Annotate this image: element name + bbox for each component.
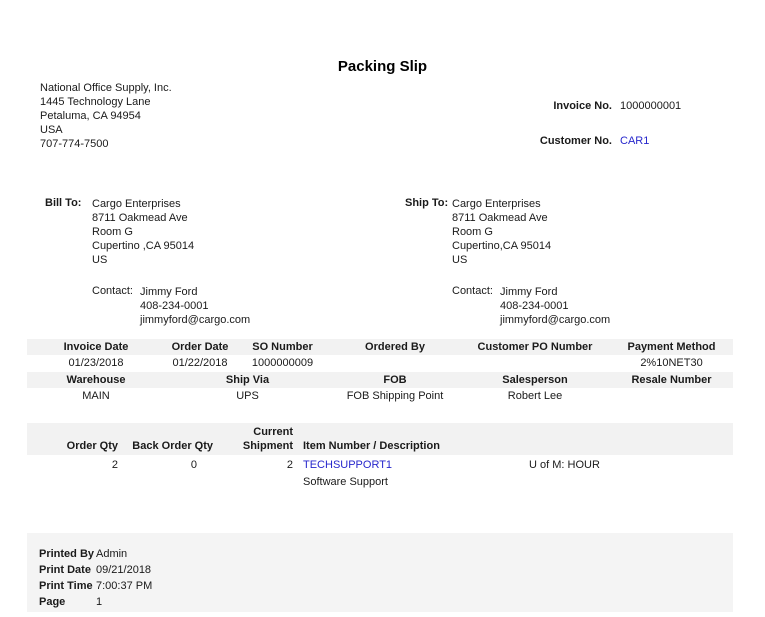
print-date-value: 09/21/2018 — [96, 564, 152, 576]
ship-to-contact-phone: 408-234-0001 — [500, 300, 569, 312]
print-time-label: Print Time — [39, 580, 93, 592]
page-number-label: Page — [39, 596, 66, 608]
page-title: Packing Slip — [337, 58, 428, 75]
item-description-text: Software Support — [303, 476, 388, 488]
item-number-description-header: Item Number / Description — [303, 440, 440, 452]
print-date-label: Print Date — [39, 564, 91, 576]
printed-by-label: Printed By — [39, 548, 95, 560]
bill-to-room: Room G — [92, 226, 133, 238]
company-phone: 707-774-7500 — [40, 138, 109, 150]
bill-to-country: US — [92, 254, 108, 266]
ship-to-block: Ship To: Cargo Enterprises 8711 Oakmead … — [405, 197, 610, 327]
ship-to-contact-name: Jimmy Ford — [500, 286, 558, 298]
resale-number-header: Resale Number — [610, 372, 733, 388]
printed-by-value: Admin — [96, 548, 128, 560]
ship-to-street: 8711 Oakmead Ave — [452, 212, 548, 224]
ship-via-header: Ship Via — [165, 372, 330, 388]
fob-header: FOB — [330, 372, 460, 388]
warehouse-header: Warehouse — [27, 372, 165, 388]
bill-to-contact-phone: 408-234-0001 — [140, 300, 209, 312]
customer-no-link[interactable]: CAR1 — [620, 135, 650, 147]
company-address-line: Petaluma, CA 94954 — [40, 110, 141, 122]
customer-po-value — [460, 355, 610, 372]
ordered-by-value — [330, 355, 460, 372]
item-description-cell: TECHSUPPORT1 U of M: HOUR Software Suppo… — [297, 458, 733, 489]
ship-to-label: Ship To: — [405, 197, 449, 209]
order-date-value: 01/22/2018 — [172, 357, 228, 369]
order-info-table: Invoice Date Order Date SO Number Ordere… — [27, 339, 733, 405]
bill-to-contact-name: Jimmy Ford — [140, 286, 198, 298]
bill-to-block: Bill To: Cargo Enterprises 8711 Oakmead … — [45, 197, 250, 327]
ship-to-city: Cupertino,CA 95014 — [452, 240, 552, 252]
order-date-header: Order Date — [165, 339, 235, 355]
bill-to-contact-label: Contact: — [92, 285, 133, 297]
resale-number-value — [610, 388, 733, 405]
company-address-line: 1445 Technology Lane — [40, 96, 151, 108]
bill-to-name: Cargo Enterprises — [92, 198, 181, 210]
warehouse-value: MAIN — [82, 390, 110, 402]
items-table-header: Order Qty Back Order Qty Current Shipmen… — [27, 423, 733, 455]
order-qty-value: 2 — [111, 459, 118, 471]
fob-value: FOB Shipping Point — [346, 390, 444, 402]
payment-method-value: 2%10NET30 — [640, 357, 703, 369]
company-address-line: USA — [40, 124, 63, 136]
page-number-value: 1 — [96, 596, 103, 608]
ship-to-contact-label: Contact: — [452, 285, 493, 297]
invoice-no-label: Invoice No. — [553, 100, 612, 112]
ordered-by-header: Ordered By — [330, 339, 460, 355]
print-info-footer: Printed By Admin Print Date 09/21/2018 P… — [27, 533, 733, 612]
ship-to-room: Room G — [452, 226, 493, 238]
invoice-no-value: 1000000001 — [620, 100, 682, 112]
company-block: National Office Supply, Inc. 1445 Techno… — [40, 81, 172, 151]
current-shipment-value: 2 — [286, 459, 293, 471]
payment-method-header: Payment Method — [610, 339, 733, 355]
back-order-qty-header: Back Order Qty — [132, 440, 213, 452]
item-number-link[interactable]: TECHSUPPORT1 — [303, 459, 393, 471]
bill-to-city: Cupertino ,CA 95014 — [92, 240, 195, 252]
salesperson-value: Robert Lee — [507, 390, 563, 402]
invoice-date-header: Invoice Date — [27, 339, 165, 355]
item-row: 2 0 2 TECHSUPPORT1 U of M: HOUR Software… — [27, 458, 733, 489]
so-number-header: SO Number — [235, 339, 330, 355]
ship-to-contact-email: jimmyford@cargo.com — [500, 314, 611, 326]
ship-to-name: Cargo Enterprises — [452, 198, 541, 210]
print-time-value: 7:00:37 PM — [96, 580, 153, 592]
customer-po-header: Customer PO Number — [460, 339, 610, 355]
salesperson-header: Salesperson — [460, 372, 610, 388]
so-number-value: 1000000009 — [251, 357, 314, 369]
current-shipment-header: Current Shipment — [242, 426, 293, 452]
customer-no-label: Customer No. — [539, 135, 612, 147]
order-qty-header: Order Qty — [66, 440, 118, 452]
uom-text: U of M: HOUR — [529, 459, 600, 471]
bill-to-street: 8711 Oakmead Ave — [92, 212, 188, 224]
ship-via-value: UPS — [236, 390, 259, 402]
ship-to-country: US — [452, 254, 468, 266]
bill-to-label: Bill To: — [45, 197, 82, 209]
bill-to-contact-email: jimmyford@cargo.com — [140, 314, 251, 326]
items-table: Order Qty Back Order Qty Current Shipmen… — [27, 423, 733, 489]
company-name: National Office Supply, Inc. — [40, 82, 172, 94]
invoice-date-value: 01/23/2018 — [68, 357, 124, 369]
back-order-qty-value: 0 — [190, 459, 197, 471]
